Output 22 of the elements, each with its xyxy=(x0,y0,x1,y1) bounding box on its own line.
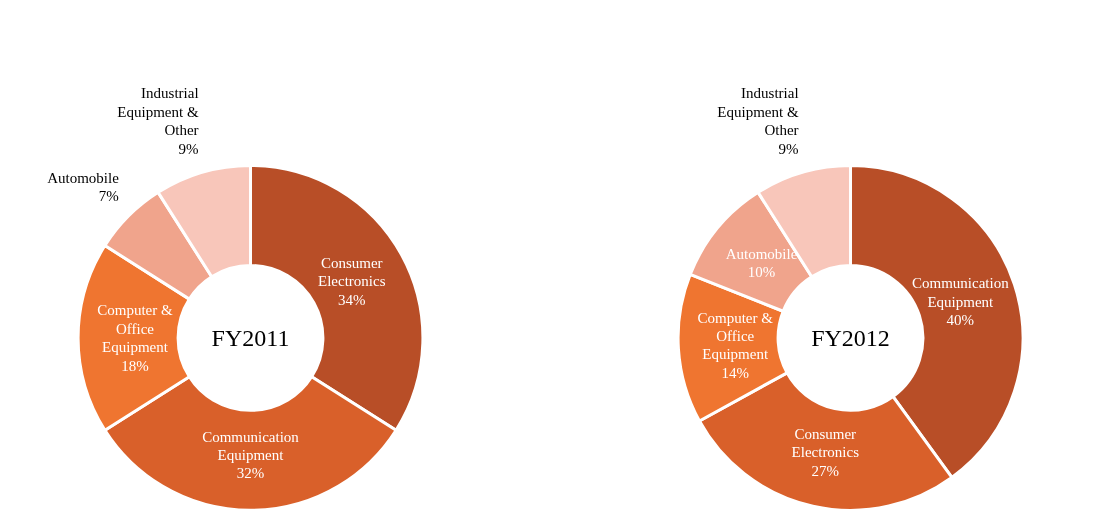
data-label: 7% xyxy=(98,188,119,205)
slice-label: Communication Equipment xyxy=(912,275,1010,310)
slice-label: Automobile xyxy=(725,246,798,263)
data-label: 34% xyxy=(337,291,366,308)
data-label: 9% xyxy=(178,140,199,157)
slice-label: Industrial Equipment & Other xyxy=(117,85,199,139)
slice-label: Industrial Equipment & Other xyxy=(717,85,799,139)
slice-label: Consumer Electronics xyxy=(791,425,860,461)
data-label: 27% xyxy=(811,462,840,479)
data-label: 14% xyxy=(721,364,749,381)
slice-label: Computer & Office Equipment xyxy=(97,302,174,356)
data-label: 18% xyxy=(121,357,149,374)
data-label: 9% xyxy=(778,140,799,157)
slice-label: Automobile xyxy=(47,170,120,187)
text: FY2012 xyxy=(811,324,890,351)
slice-label: Computer & Office Equipment xyxy=(697,309,774,363)
data-label: 40% xyxy=(946,312,975,329)
text: FY2011 xyxy=(211,324,290,351)
data-label: 32% xyxy=(236,465,265,482)
slice-label: Consumer Electronics xyxy=(317,255,386,290)
data-label: 10% xyxy=(747,264,776,281)
slice-label: Communication Equipment xyxy=(202,428,300,464)
